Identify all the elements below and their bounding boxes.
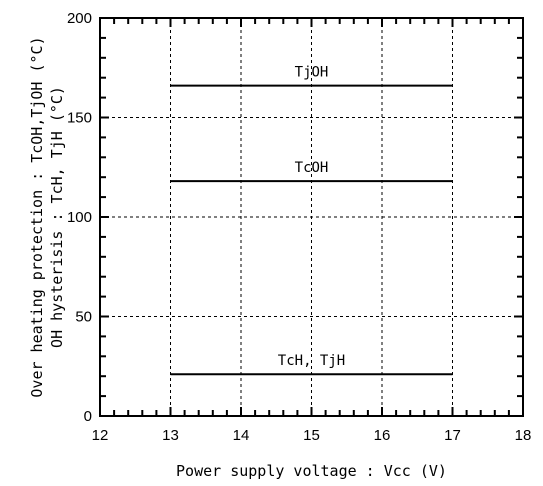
series-label-tch-tjh: TcH, TjH [278,353,345,369]
y-axis-label-line-2: OH hysterisis : TcH, TjH (°C) [48,86,66,348]
series-label-tcoh: TcOH [295,160,329,176]
series: TjOH TcOH TcH, TjH [170,65,453,376]
y-tick-label-100: 100 [67,209,92,226]
y-axis-label-line-1: Over heating protection : TcOH,TjOH (°C) [28,36,46,397]
x-tick-label-14: 14 [233,427,250,444]
x-tick-labels: 12 13 14 15 16 17 18 [92,427,532,444]
grid [100,18,523,416]
x-tick-label-13: 13 [162,427,179,444]
x-axis-label: Power supply voltage : Vcc (V) [176,462,447,480]
x-tick-label-16: 16 [374,427,391,444]
y-tick-label-200: 200 [67,10,92,27]
y-tick-label-150: 150 [67,110,92,127]
x-tick-label-12: 12 [92,427,109,444]
x-tick-label-18: 18 [515,427,532,444]
x-tick-label-15: 15 [303,427,320,444]
series-label-tjoh: TjOH [295,65,329,81]
y-tick-labels: 0 50 100 150 200 [67,10,92,425]
y-tick-label-50: 50 [75,309,92,326]
x-tick-label-17: 17 [444,427,461,444]
plot-frame [99,17,524,417]
y-tick-label-0: 0 [84,408,92,425]
